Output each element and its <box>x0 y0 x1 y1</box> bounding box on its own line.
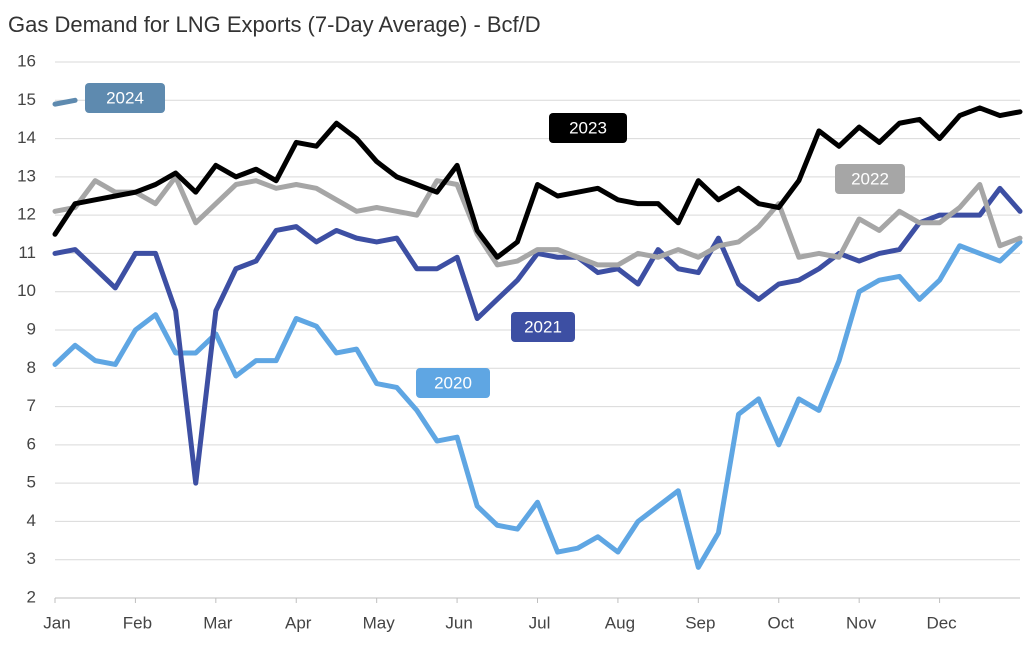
x-tick-label: Sep <box>685 613 715 632</box>
y-tick-label: 13 <box>17 166 36 185</box>
y-tick-label: 3 <box>27 549 36 568</box>
series-line <box>52 97 78 107</box>
y-tick-label: 12 <box>17 205 36 224</box>
y-tick-label: 9 <box>27 319 36 338</box>
y-tick-label: 8 <box>27 358 36 377</box>
y-tick-label: 7 <box>27 396 36 415</box>
y-tick-label: 6 <box>27 434 36 453</box>
x-tick-label: Jun <box>445 613 472 632</box>
series-label: 2023 <box>569 118 607 137</box>
series-label: 2024 <box>106 88 144 107</box>
chart-title: Gas Demand for LNG Exports (7-Day Averag… <box>8 12 541 37</box>
series-label-box <box>835 164 905 194</box>
series-label: 2022 <box>851 169 889 188</box>
series-line <box>52 185 1023 486</box>
x-tick-label: Mar <box>203 613 233 632</box>
series-line <box>52 105 1023 260</box>
series-label-box <box>416 368 490 398</box>
x-tick-label: Oct <box>768 613 795 632</box>
x-tick-label: Aug <box>605 613 635 632</box>
y-tick-label: 5 <box>27 473 36 492</box>
series-line <box>52 174 1023 268</box>
y-tick-label: 2 <box>27 587 36 606</box>
series-line <box>52 239 1023 570</box>
y-tick-label: 11 <box>18 243 36 262</box>
x-tick-label: Jan <box>43 613 70 632</box>
x-tick-label: Nov <box>846 613 877 632</box>
x-tick-label: Feb <box>123 613 152 632</box>
x-tick-label: Dec <box>926 613 957 632</box>
series-label-box <box>511 312 575 342</box>
series-label: 2021 <box>524 317 562 336</box>
series-label-box <box>85 83 165 113</box>
x-tick-label: Jul <box>529 613 551 632</box>
series-label: 2020 <box>434 373 472 392</box>
y-tick-label: 4 <box>27 511 36 530</box>
y-tick-label: 10 <box>17 281 36 300</box>
x-tick-label: Apr <box>285 613 312 632</box>
y-tick-label: 16 <box>17 51 36 70</box>
x-tick-label: May <box>363 613 396 632</box>
y-tick-label: 14 <box>17 128 36 147</box>
series-label-box <box>549 113 627 143</box>
y-tick-label: 15 <box>17 90 36 109</box>
